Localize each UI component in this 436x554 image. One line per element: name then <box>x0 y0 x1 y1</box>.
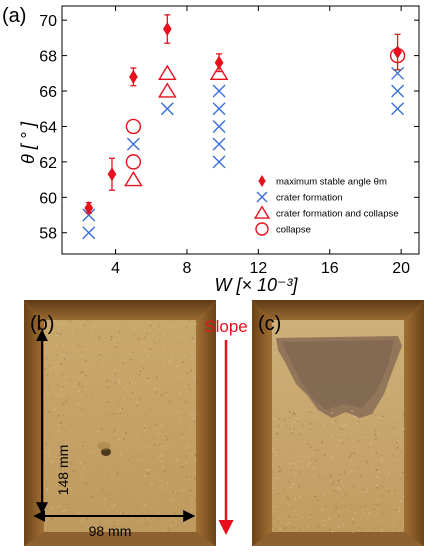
data-point-triangle <box>158 82 177 98</box>
data-point-cross <box>212 155 226 169</box>
x-tick-label: 12 <box>249 260 267 277</box>
slope-label: Slope <box>204 317 247 336</box>
plot-area <box>61 5 420 255</box>
legend-label: crater formation <box>276 193 343 204</box>
data-point-diamond <box>258 175 266 187</box>
legend-label: collapse <box>276 225 311 236</box>
data-point-circle <box>125 118 142 135</box>
data-point-cross <box>391 66 405 80</box>
panel-label-b: (b) <box>30 313 54 335</box>
data-point-triangle <box>253 205 271 219</box>
data-point-cross <box>212 137 226 151</box>
axis-ticks: 4 8 12 16 20 58 60 62 64 66 68 70 <box>39 6 419 277</box>
data-point-cross <box>82 226 96 240</box>
photo-b <box>24 300 216 546</box>
y-tick-label: 58 <box>39 226 57 243</box>
data-point-circle <box>255 222 269 236</box>
data-markers <box>82 14 406 240</box>
data-point-diamond <box>393 45 402 60</box>
sand-texture-b <box>44 320 198 532</box>
x-tick-label: 4 <box>111 260 120 277</box>
plot-frame <box>61 5 420 255</box>
height-dimension-label: 148 mm <box>55 445 71 496</box>
data-point-triangle <box>209 64 229 80</box>
sand-texture-c <box>272 410 406 534</box>
data-point-diamond <box>129 69 138 84</box>
legend: maximum stable angle θm crater formation c… <box>253 175 399 236</box>
panel-label-c: (c) <box>258 313 281 335</box>
crater-spot <box>101 448 111 456</box>
data-point-triangle <box>124 170 143 187</box>
y-tick-label: 60 <box>39 190 57 207</box>
data-point-cross <box>391 102 405 116</box>
y-axis-label: θ [ ° ] <box>18 121 38 164</box>
y-tick-label: 70 <box>39 13 57 30</box>
data-point-diamond <box>107 167 117 182</box>
y-tick-label: 64 <box>39 119 57 136</box>
data-point-diamond <box>84 200 94 215</box>
data-point-cross <box>160 102 174 116</box>
y-tick-label: 62 <box>39 155 57 172</box>
x-axis-label: W [× 10⁻³] <box>214 275 298 295</box>
data-point-diamond <box>214 55 224 70</box>
legend-label: maximum stable angle θm <box>276 177 387 188</box>
legend-label: crater formation and collapse <box>276 209 399 220</box>
x-tick-label: 8 <box>182 260 191 277</box>
y-tick-label: 66 <box>39 84 57 101</box>
panel-label-a: (a) <box>2 5 26 27</box>
data-point-diamond <box>162 22 172 37</box>
data-point-cross <box>126 137 140 151</box>
sand-floor-b <box>44 320 196 532</box>
data-point-cross <box>391 84 405 98</box>
data-point-cross <box>256 191 268 203</box>
data-point-cross <box>212 102 226 116</box>
x-tick-label: 16 <box>321 260 339 277</box>
y-tick-label: 68 <box>39 49 57 66</box>
data-point-cross <box>212 119 226 133</box>
data-point-triangle <box>158 64 177 80</box>
data-point-cross <box>82 208 96 222</box>
photo-c <box>252 300 424 546</box>
data-point-cross <box>212 84 226 98</box>
width-dimension-label: 98 mm <box>89 523 132 539</box>
x-tick-label: 20 <box>392 260 410 277</box>
data-point-circle <box>125 154 142 170</box>
